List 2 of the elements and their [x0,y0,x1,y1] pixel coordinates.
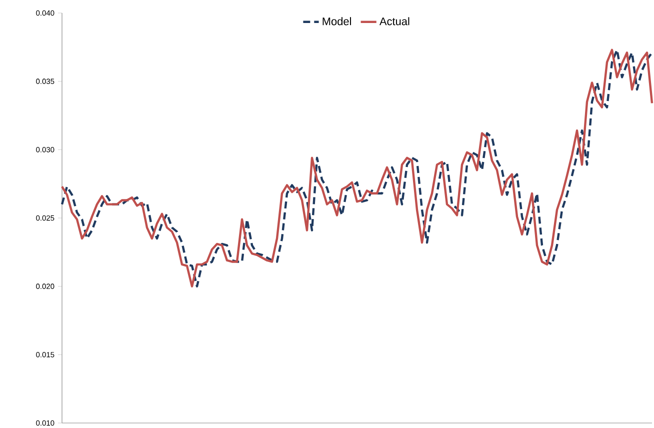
legend-label: Actual [379,17,410,26]
legend-label: Model [322,17,351,26]
